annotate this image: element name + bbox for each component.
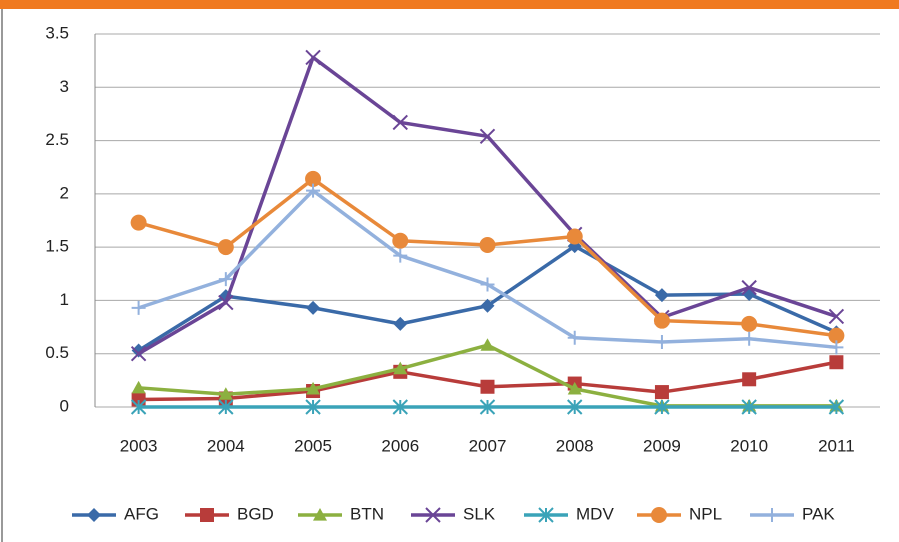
data-point: [479, 399, 496, 415]
data-point: [130, 399, 147, 415]
data-point: [480, 338, 495, 351]
data-point: [480, 277, 495, 292]
data-point: [306, 183, 321, 198]
data-point: [392, 399, 408, 415]
data-point: [742, 372, 757, 387]
data-point: [654, 288, 669, 303]
data-point: [480, 379, 495, 394]
data-point: [654, 334, 669, 349]
legend-label: SLK: [463, 504, 496, 523]
data-point: [653, 312, 670, 329]
legend-label: BTN: [350, 504, 384, 523]
legend-label: PAK: [802, 504, 835, 523]
x-tick-label: 2006: [381, 436, 419, 455]
top-bar: [0, 0, 899, 9]
legend-marker: [200, 508, 214, 522]
data-point: [480, 298, 495, 313]
data-point: [567, 399, 583, 415]
data-point: [393, 361, 408, 375]
x-tick-label: 2009: [643, 436, 681, 455]
data-point: [305, 49, 321, 66]
data-point: [829, 355, 844, 370]
data-point: [828, 308, 845, 325]
y-tick-label: 0.5: [45, 343, 69, 362]
data-point: [306, 300, 321, 315]
legend-label: BGD: [237, 504, 274, 523]
x-tick-label: 2010: [730, 436, 768, 455]
data-point: [218, 272, 233, 287]
x-tick-label: 2004: [207, 436, 245, 455]
data-point: [741, 315, 758, 332]
data-point: [131, 380, 146, 394]
data-point: [654, 385, 669, 400]
data-point: [130, 214, 147, 231]
data-point: [741, 279, 757, 296]
x-tick-label: 2007: [469, 436, 507, 455]
data-point: [306, 381, 321, 395]
legend-label: AFG: [124, 504, 159, 523]
y-tick-label: 3.5: [45, 23, 69, 42]
legend-label: NPL: [689, 504, 722, 523]
data-point: [566, 228, 583, 245]
data-point: [479, 237, 496, 254]
data-point: [567, 381, 582, 395]
data-point: [742, 331, 757, 346]
data-point: [393, 316, 408, 331]
legend-marker: [765, 508, 779, 522]
data-point: [479, 128, 496, 145]
data-point: [393, 248, 408, 263]
y-tick-label: 2.5: [45, 130, 69, 149]
x-tick-label: 2003: [120, 436, 158, 455]
data-point: [218, 399, 234, 415]
legend-marker: [425, 507, 441, 523]
y-tick-label: 2: [60, 183, 69, 202]
data-point: [828, 399, 845, 415]
x-tick-label: 2008: [556, 436, 594, 455]
data-point: [218, 387, 233, 400]
y-tick-label: 1.5: [45, 237, 69, 256]
data-point: [305, 170, 322, 187]
data-point: [392, 114, 408, 131]
data-point: [305, 399, 321, 415]
legend-marker: [313, 508, 327, 521]
data-point: [218, 294, 234, 311]
legend-marker: [538, 507, 554, 523]
y-tick-label: 1: [60, 290, 69, 309]
data-point: [130, 346, 147, 362]
legend-label: MDV: [576, 504, 614, 523]
legend-marker: [87, 508, 101, 522]
data-point: [567, 330, 582, 345]
y-tick-label: 0: [60, 396, 69, 415]
legend-marker: [651, 507, 667, 523]
data-point: [392, 232, 409, 249]
data-point: [828, 327, 845, 344]
data-point: [131, 343, 146, 358]
x-tick-label: 2005: [294, 436, 332, 455]
data-point: [829, 340, 844, 355]
data-point: [217, 239, 234, 256]
data-point: [654, 399, 670, 415]
x-tick-label: 2011: [818, 436, 855, 455]
data-point: [741, 399, 757, 415]
y-tick-label: 3: [60, 77, 69, 96]
data-point: [131, 300, 146, 315]
